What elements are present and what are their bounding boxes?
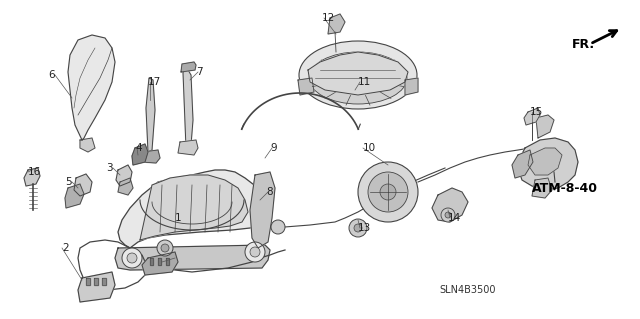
Circle shape [127,253,137,263]
Circle shape [157,240,173,256]
Polygon shape [250,172,275,248]
Polygon shape [68,35,115,140]
Circle shape [349,219,367,237]
Text: 3: 3 [106,163,113,173]
Polygon shape [328,14,345,34]
Text: 1: 1 [175,213,182,223]
Polygon shape [78,272,115,302]
Ellipse shape [309,52,407,104]
Polygon shape [132,144,148,165]
Polygon shape [94,278,98,285]
Circle shape [122,248,142,268]
Polygon shape [141,150,160,163]
Polygon shape [65,184,84,208]
Polygon shape [405,78,418,95]
Polygon shape [80,138,95,152]
Polygon shape [118,178,133,195]
Polygon shape [86,278,90,285]
Circle shape [245,242,265,262]
Polygon shape [115,245,270,270]
Circle shape [445,212,451,218]
Polygon shape [150,258,153,265]
Text: 10: 10 [363,143,376,153]
Text: 7: 7 [196,67,203,77]
Circle shape [441,208,455,222]
Polygon shape [74,174,92,196]
Text: 2: 2 [62,243,68,253]
Circle shape [368,172,408,212]
Polygon shape [118,170,268,248]
Circle shape [250,247,260,257]
Text: ATM-8-40: ATM-8-40 [532,182,598,195]
Text: 14: 14 [448,213,461,223]
Polygon shape [298,78,314,95]
Polygon shape [432,188,468,222]
Circle shape [358,162,418,222]
Polygon shape [181,62,196,72]
Polygon shape [518,138,578,190]
Text: FR.: FR. [572,38,595,50]
Text: 16: 16 [28,167,41,177]
Polygon shape [528,148,562,175]
Polygon shape [102,278,106,285]
Ellipse shape [299,41,417,109]
Text: 12: 12 [322,13,335,23]
Polygon shape [308,52,408,95]
Polygon shape [536,115,554,138]
Text: 13: 13 [358,223,371,233]
Polygon shape [166,258,169,265]
Circle shape [380,184,396,200]
Text: 9: 9 [270,143,276,153]
Polygon shape [24,168,40,186]
Circle shape [271,220,285,234]
Polygon shape [532,178,552,198]
Polygon shape [142,252,178,275]
Polygon shape [140,175,248,240]
Polygon shape [183,70,193,148]
Text: SLN4B3500: SLN4B3500 [440,285,496,295]
Text: 11: 11 [358,77,371,87]
Polygon shape [116,165,132,186]
Text: 5: 5 [65,177,72,187]
Polygon shape [158,258,161,265]
Circle shape [161,244,169,252]
Text: 4: 4 [135,143,141,153]
Polygon shape [146,78,155,152]
Polygon shape [178,140,198,155]
Text: 17: 17 [148,77,161,87]
Circle shape [354,224,362,232]
Polygon shape [524,108,540,125]
Text: 15: 15 [530,107,543,117]
Text: 6: 6 [49,70,55,80]
Text: 8: 8 [266,187,273,197]
Polygon shape [512,150,533,178]
